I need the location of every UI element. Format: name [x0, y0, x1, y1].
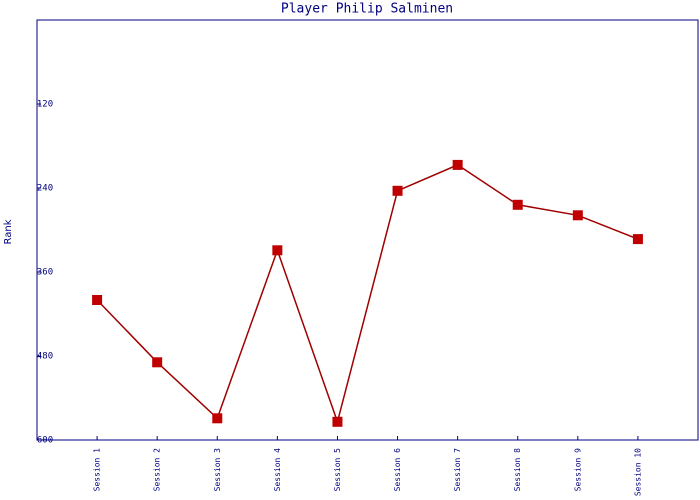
point-marker	[512, 199, 523, 210]
y-tick-label: 480	[37, 352, 53, 362]
x-tick-label: Session 4	[273, 448, 282, 492]
x-tick-label: Session 6	[393, 448, 402, 492]
y-axis-label: Rank	[3, 219, 14, 244]
x-tick-label: Session 7	[453, 448, 462, 492]
point-marker	[332, 416, 343, 427]
y-tick-label: 360	[37, 268, 53, 278]
chart-title: Player Philip Salminen	[281, 2, 453, 17]
x-tick-label: Session 2	[153, 448, 162, 492]
x-tick-label: Session 9	[573, 448, 582, 492]
x-tick-label: Session 1	[93, 448, 102, 492]
x-tick-label: Session 5	[333, 448, 342, 492]
point-marker	[452, 159, 463, 170]
point-marker	[572, 210, 583, 221]
series-line	[96, 164, 639, 425]
y-tick-label: 240	[37, 184, 53, 194]
x-tick-label: Session 3	[213, 448, 222, 492]
point-marker	[152, 357, 163, 368]
plot-frame	[36, 19, 699, 441]
point-marker	[212, 413, 223, 424]
x-tick-label: Session 10	[633, 448, 642, 496]
y-tick-label: 600	[37, 436, 53, 446]
x-tick-label: Session 8	[513, 448, 522, 492]
y-tick-label: 120	[37, 100, 53, 110]
point-marker	[632, 234, 643, 245]
point-marker	[92, 295, 103, 305]
point-marker	[272, 245, 283, 256]
point-marker	[392, 185, 403, 196]
